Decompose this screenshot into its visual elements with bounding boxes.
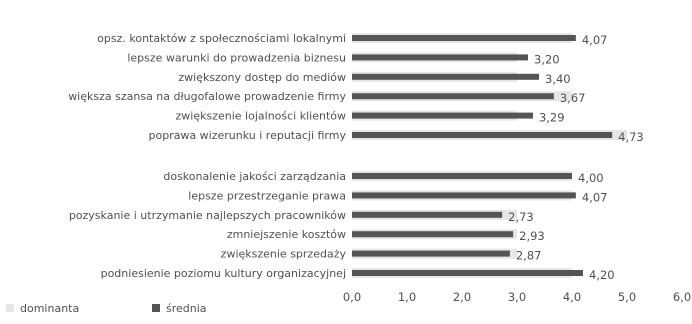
data-label: 4,07 [582,190,608,204]
bars-layer [352,33,627,278]
data-label: 2,87 [516,249,542,263]
bar-srednia [352,173,572,179]
bar-srednia [352,270,583,276]
bar-srednia [352,93,554,100]
data-label: 4,00 [578,171,604,185]
x-tick-label: 3,0 [508,290,526,304]
legend: dominanta średnia [6,302,207,315]
data-label: 3,29 [539,111,565,125]
legend-label-dominanta: dominanta [20,302,79,315]
x-tick-label: 6,0 [673,290,691,304]
category-label: poprawa wizerunku i reputacji firmy [148,129,346,142]
bar-srednia [352,211,503,218]
x-tick-label: 1,0 [398,290,416,304]
bar-srednia [352,73,539,80]
category-label: opsz. kontaktów z społecznościami lokaln… [97,32,346,45]
legend-label-srednia: średnia [166,302,207,315]
category-label: zwiększenie sprzedaży [221,248,347,261]
data-label: 2,93 [519,229,545,243]
bar-srednia [352,54,528,61]
data-label: 4,07 [582,33,608,47]
data-label: 4,20 [589,268,615,282]
x-tick-label: 5,0 [618,290,636,304]
category-label: zwiększenie lojalności klientów [176,110,346,123]
bar-srednia [352,250,510,257]
category-label: lepsze warunki do prowadzenia biznesu [127,51,346,64]
data-label: 2,73 [508,210,534,224]
bar-srednia [352,231,514,238]
data-label: 4,73 [618,130,644,144]
value-labels: 4,07 3,20 3,40 3,67 3,29 4,73 4,00 4,07 2,73 2,93… [508,33,644,282]
data-label: 3,20 [534,52,560,66]
x-tick-label: 4,0 [563,290,581,304]
bar-srednia [352,132,613,138]
data-label: 3,67 [560,91,586,105]
category-label: zwiększony dostęp do mediów [178,71,346,84]
x-tick-label: 0,0 [343,290,361,304]
data-label: 3,40 [545,72,571,86]
category-label: zmniejszenie kosztów [227,228,346,241]
category-label: podniesienie poziomu kultury organizacyj… [101,267,346,280]
category-labels: opsz. kontaktów z społecznościami lokaln… [68,32,346,280]
x-tick-label: 2,0 [453,290,471,304]
category-label: pozyskanie i utrzymanie najlepszych prac… [69,209,346,222]
bar-srednia [352,112,533,119]
x-axis-ticks: 0,0 1,0 2,0 3,0 4,0 5,0 6,0 [343,290,691,304]
bar-srednia [352,192,576,199]
bar-srednia [352,35,576,41]
category-label: doskonalenie jakości zarządzania [163,170,346,183]
category-label: lepsze przestrzeganie prawa [188,189,346,202]
legend-swatch-dominanta [6,304,14,312]
category-label: większa szansa na długofalowe prowadzeni… [68,90,346,103]
legend-swatch-srednia [152,304,160,312]
